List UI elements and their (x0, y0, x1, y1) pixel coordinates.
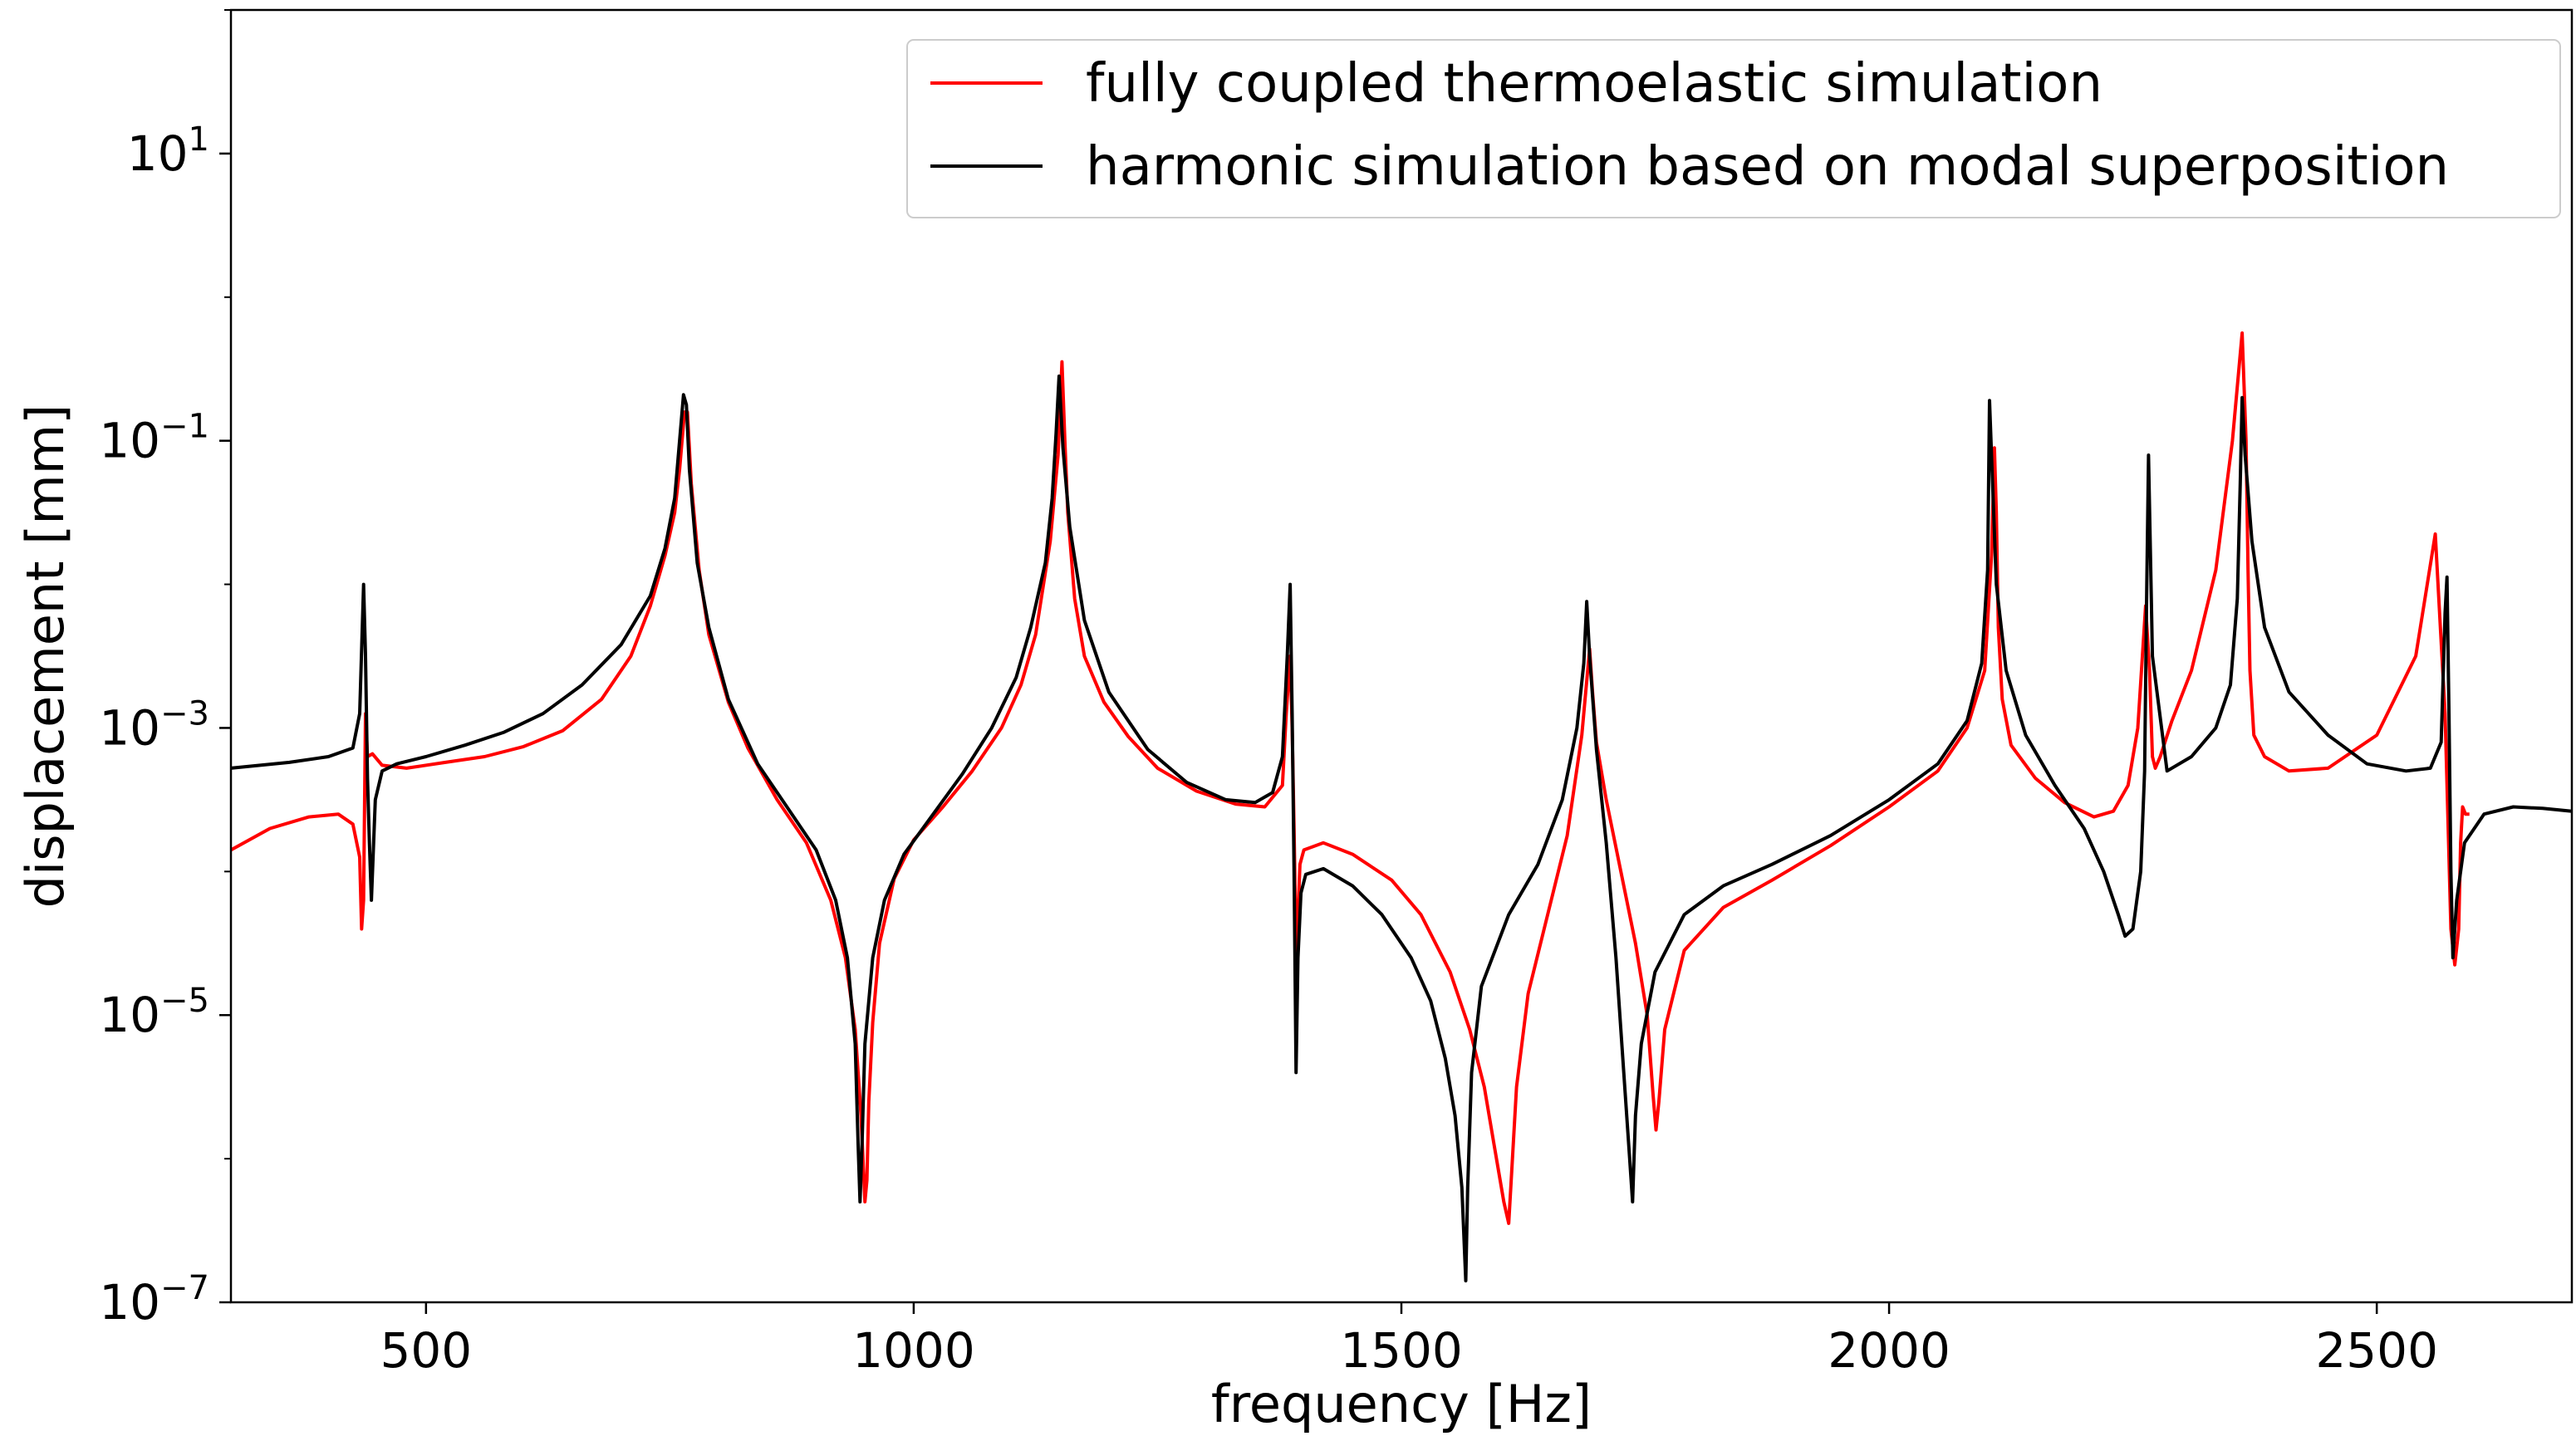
legend-label-harmonic: harmonic simulation based on modal super… (1086, 136, 2449, 198)
y-tick-label: 101 (127, 120, 209, 182)
x-tick-label: 2000 (1828, 1322, 1950, 1379)
y-tick-label: 10−1 (99, 408, 209, 469)
x-axis: 500 1000 1500 2000 2500 (380, 1302, 2438, 1379)
x-tick-label: 1000 (852, 1322, 975, 1379)
y-axis: 101 10−1 10−3 10−5 10−7 (99, 9, 231, 1331)
y-tick-label: 10−3 (99, 694, 209, 756)
legend-box (906, 39, 2561, 218)
x-tick-label: 2500 (2315, 1322, 2438, 1379)
series-line-harmonic (230, 374, 2573, 1283)
legend-label-fully-coupled: fully coupled thermoelastic simulation (1086, 53, 2103, 115)
x-tick-label: 500 (380, 1322, 472, 1379)
legend: fully coupled thermoelastic simulation h… (906, 39, 2561, 218)
y-tick-label: 10−7 (99, 1269, 209, 1331)
y-axis-label: displacement [mm] (15, 404, 76, 909)
y-tick-label: 10−5 (99, 982, 209, 1043)
x-tick-label: 1500 (1340, 1322, 1463, 1379)
x-axis-label: frequency [Hz] (1211, 1374, 1592, 1434)
series-layer (230, 331, 2573, 1283)
